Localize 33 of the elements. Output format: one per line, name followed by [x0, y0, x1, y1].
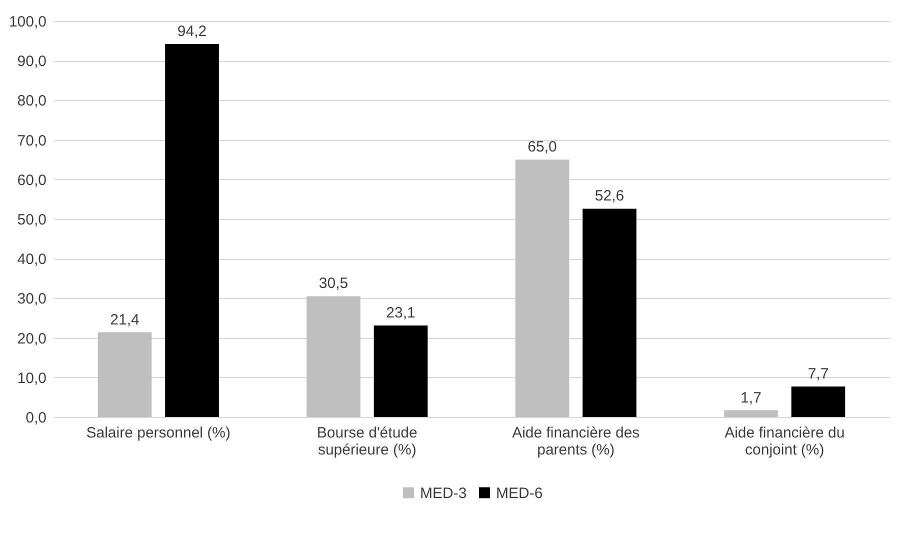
data-label: 21,4 — [110, 311, 140, 328]
data-label: 23,1 — [386, 304, 416, 322]
y-tick-label: 100,0 — [8, 14, 46, 30]
y-tick-label: 10,0 — [17, 370, 46, 387]
data-label: 1,7 — [740, 389, 762, 406]
y-tick-label: 60,0 — [17, 172, 46, 189]
bar — [306, 296, 360, 417]
data-label: 65,0 — [528, 138, 557, 156]
y-tick-label: 40,0 — [17, 251, 46, 268]
y-tick-label: 30,0 — [17, 290, 46, 308]
data-label: 7,7 — [808, 366, 829, 383]
legend-label: MED-6 — [496, 484, 543, 502]
data-label: 94,2 — [177, 22, 207, 40]
x-tick-label: Bourse d'étude supérieure (%) — [316, 424, 418, 458]
y-tick-label: 80,0 — [17, 92, 46, 110]
bar — [165, 44, 219, 417]
x-tick-label: Salaire personnel (%) — [86, 424, 230, 442]
data-label: 30,5 — [318, 275, 348, 292]
bar — [582, 208, 636, 417]
bar — [98, 332, 152, 417]
bar — [374, 326, 428, 417]
bar — [515, 160, 570, 417]
data-label: 52,6 — [594, 188, 624, 205]
x-tick-label: Aide financière des parents (%) — [512, 424, 640, 458]
y-tick-label: 70,0 — [17, 132, 46, 150]
y-tick-label: 20,0 — [17, 330, 46, 348]
y-tick-label: 0,0 — [26, 410, 46, 426]
bar — [791, 386, 846, 417]
y-tick-label: 50,0 — [17, 212, 46, 228]
y-tick-label: 90,0 — [17, 53, 46, 70]
legend-label: MED-3 — [420, 484, 467, 502]
bar — [724, 410, 778, 417]
x-tick-label: Aide financière du conjoint (%) — [724, 424, 845, 458]
